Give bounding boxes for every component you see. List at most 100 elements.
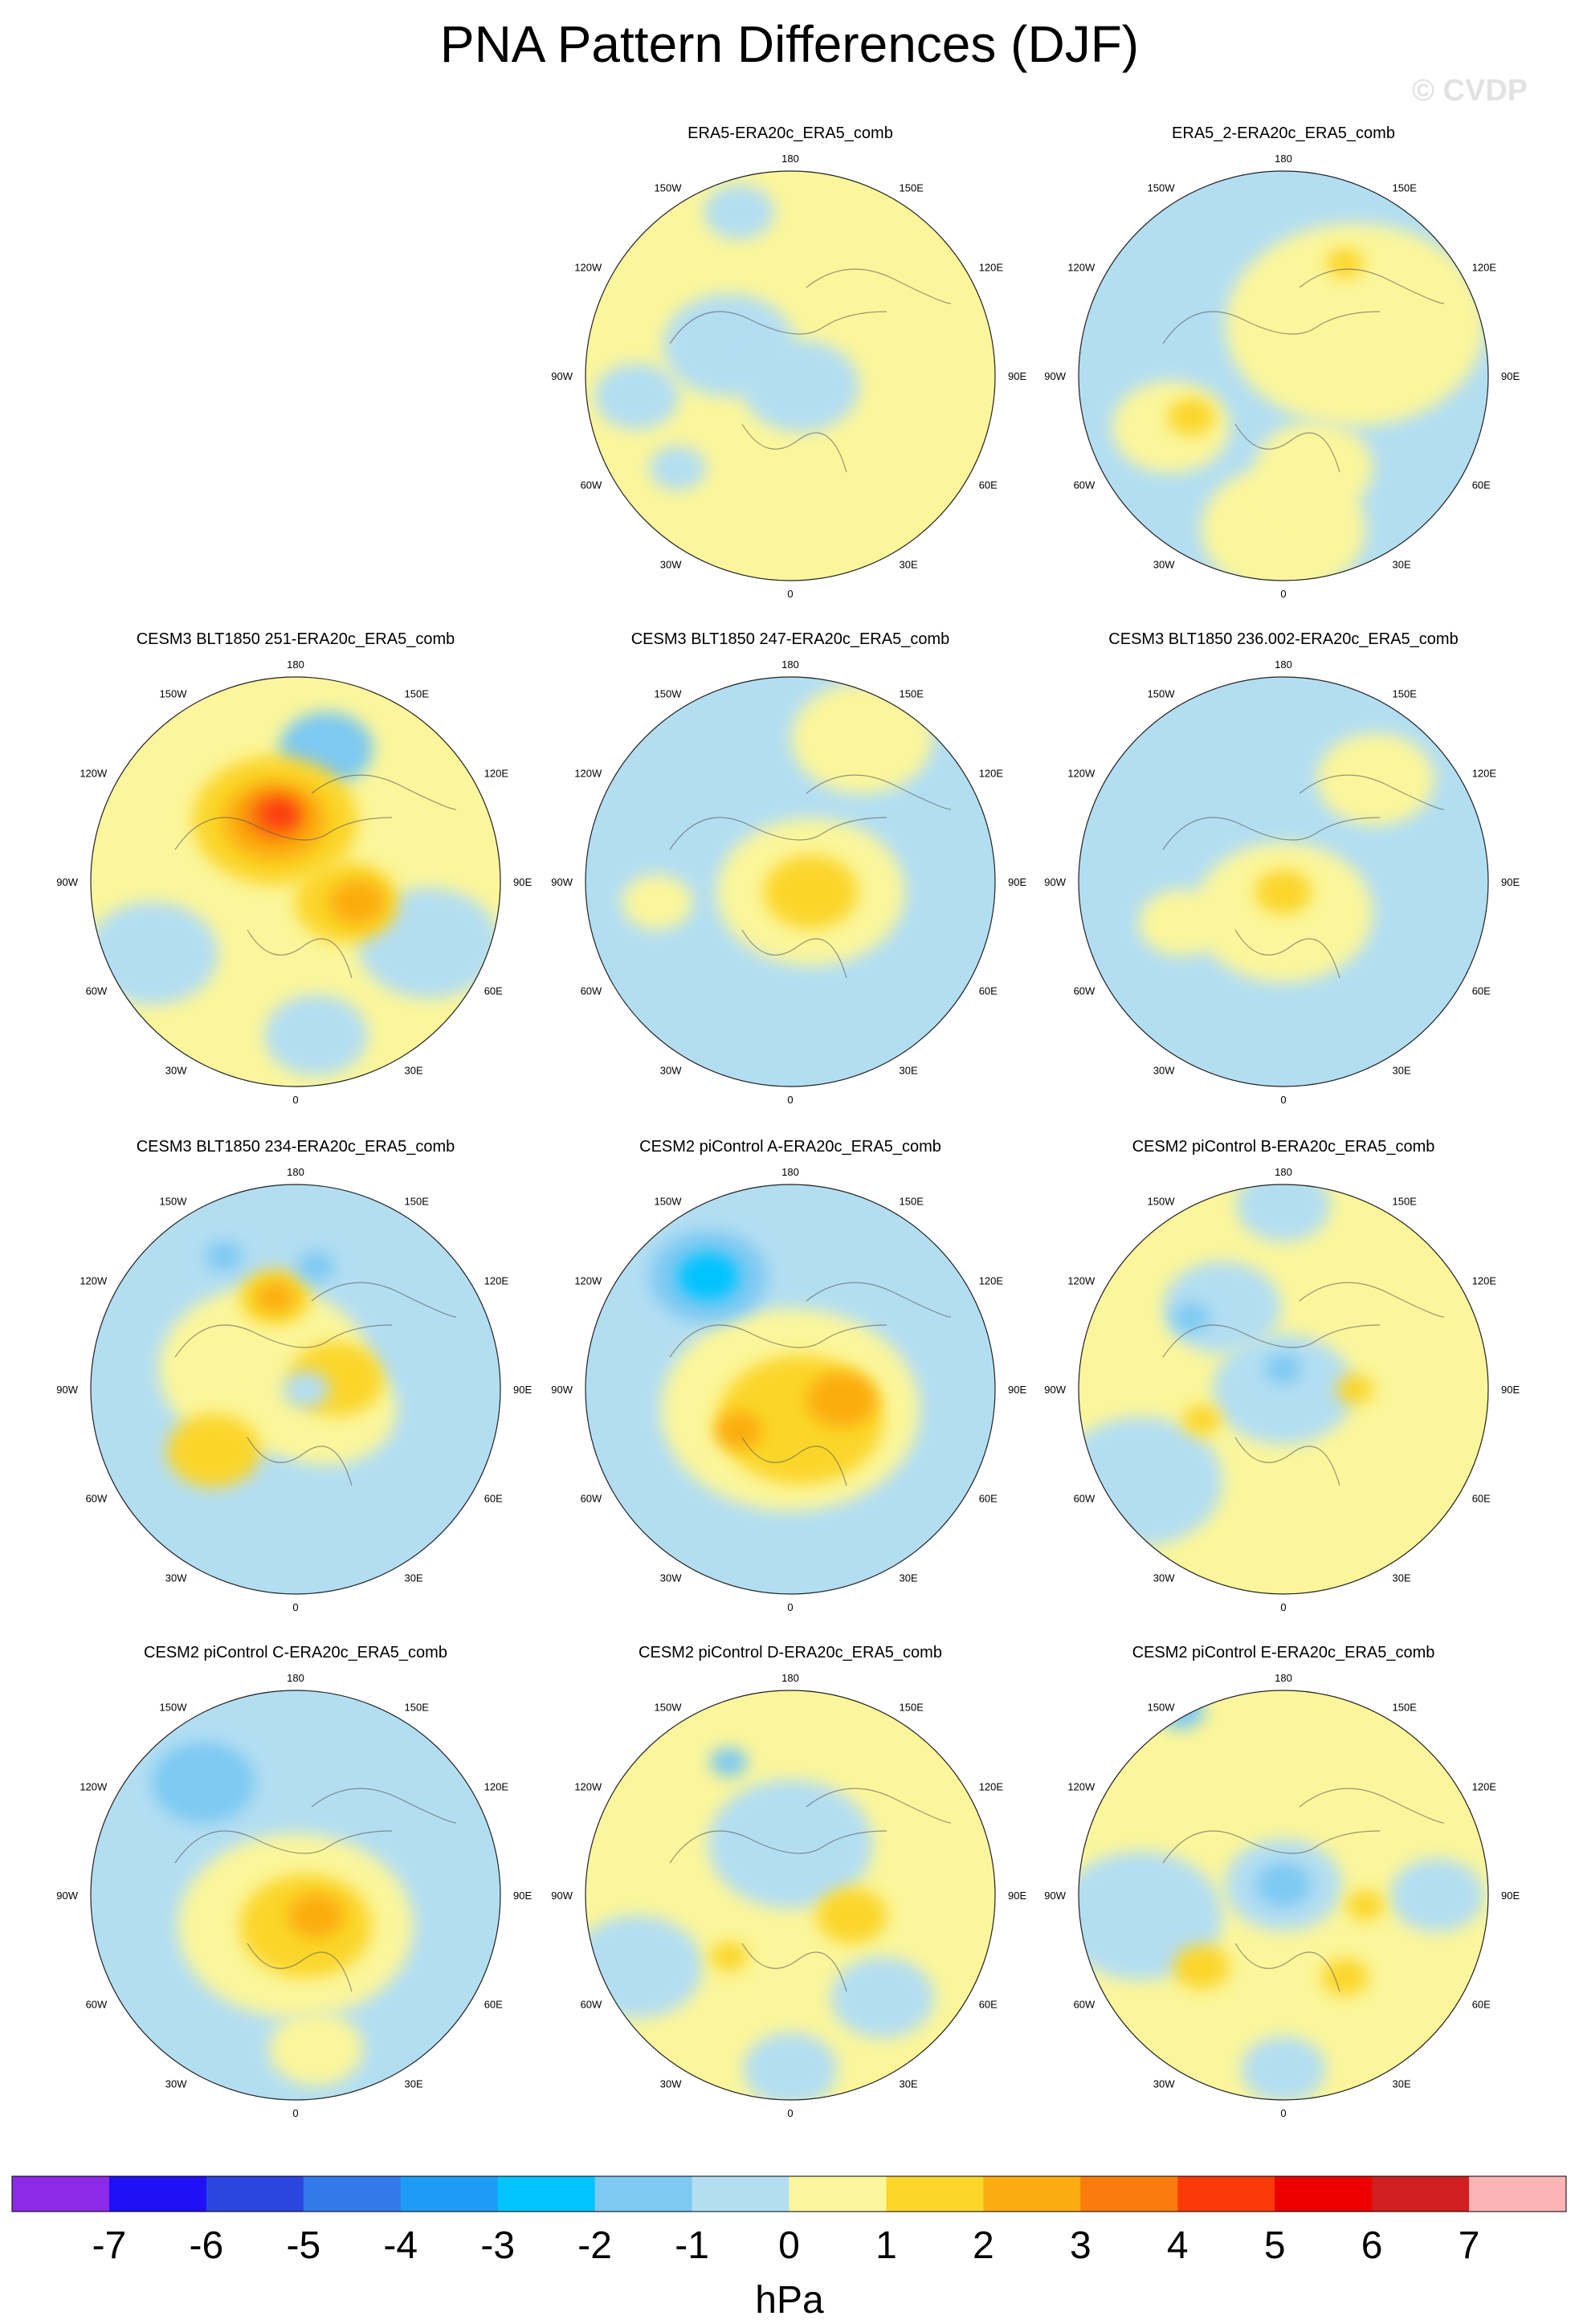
longitude-label: 30E — [405, 2078, 423, 2090]
longitude-label: 150W — [160, 687, 188, 699]
longitude-label: 90W — [1044, 370, 1066, 382]
longitude-label: 150W — [160, 1195, 188, 1207]
polar-map-panel: 180 150E 120E 90E 60E 30E 0 30W 60W 90W 120W 150W — [551, 1166, 1026, 1613]
colorbar-tick-label: 5 — [1264, 2224, 1286, 2267]
contour-region — [268, 2012, 364, 2086]
contour-region — [1167, 398, 1215, 435]
longitude-label: 30W — [1153, 559, 1175, 571]
longitude-label: 120W — [1067, 262, 1096, 274]
longitude-label: 0 — [787, 1601, 793, 1613]
longitude-label: 180 — [1275, 1672, 1292, 1684]
longitude-label: 150E — [900, 1195, 924, 1207]
longitude-label: 60E — [484, 985, 503, 997]
panel-title: CESM2 piControl D-ERA20c_ERA5_comb — [639, 1644, 942, 1661]
longitude-label: 90E — [1008, 1384, 1026, 1396]
colorbar-tick-label: 1 — [875, 2224, 897, 2267]
longitude-label: 90E — [1501, 876, 1520, 888]
longitude-label: 90W — [551, 1384, 573, 1396]
panel-title: ERA5_2-ERA20c_ERA5_comb — [1172, 124, 1395, 142]
polar-map-panel: 180 150E 120E 90E 60E 30E 0 30W 60W 90W 120W 150W — [56, 1166, 532, 1613]
longitude-label: 150E — [405, 687, 430, 699]
longitude-label: 120W — [80, 1781, 108, 1793]
longitude-label: 60E — [1472, 479, 1491, 491]
colorbar-tick-label: -3 — [480, 2224, 515, 2267]
longitude-label: 30W — [1153, 1572, 1175, 1584]
colorbar-segment — [1469, 2176, 1567, 2212]
longitude-label: 120E — [1472, 768, 1497, 780]
colorbar-segment — [1080, 2176, 1178, 2212]
longitude-label: 60E — [979, 1493, 998, 1505]
contour-region — [1336, 1374, 1374, 1405]
contour-region — [816, 1888, 887, 1943]
contour-region — [830, 1957, 935, 2038]
longitude-label: 150W — [655, 687, 683, 699]
colorbar-tick-label: 2 — [973, 2224, 994, 2267]
longitude-label: 120E — [979, 1781, 1004, 1793]
contour-region — [708, 1779, 873, 1909]
colorbar-tick-label: -7 — [92, 2224, 127, 2267]
longitude-label: 90W — [56, 1890, 78, 1902]
longitude-label: 120W — [574, 262, 602, 274]
longitude-label: 60W — [1074, 985, 1096, 997]
longitude-label: 30E — [1393, 559, 1411, 571]
longitude-label: 150W — [1148, 1195, 1176, 1207]
longitude-label: 120W — [1067, 1781, 1096, 1793]
longitude-label: 0 — [1280, 1094, 1286, 1106]
contour-region — [1321, 1959, 1369, 1996]
longitude-label: 120W — [1067, 1275, 1096, 1287]
coastline — [174, 1282, 457, 1486]
contour-region — [741, 340, 860, 433]
longitude-label: 90W — [551, 370, 573, 382]
coastline — [174, 774, 457, 979]
longitude-label: 30E — [900, 559, 918, 571]
contour-region — [710, 1942, 748, 1971]
longitude-label: 150E — [405, 1195, 430, 1207]
polar-map-panel: 180 150E 120E 90E 60E 30E 0 30W 60W 90W 120W 150W — [1044, 1672, 1520, 2119]
longitude-label: 60E — [979, 1999, 998, 2011]
longitude-label: 150E — [405, 1701, 430, 1713]
panel-title: CESM2 piControl E-ERA20c_ERA5_comb — [1132, 1644, 1435, 1661]
longitude-label: 150W — [1148, 1701, 1176, 1713]
contour-region — [256, 1282, 294, 1312]
colorbar-segment — [1372, 2176, 1470, 2212]
contour-region — [1316, 733, 1435, 826]
longitude-label: 60E — [484, 1493, 503, 1505]
longitude-label: 60W — [1074, 1493, 1096, 1505]
colorbar-segment — [1177, 2176, 1275, 2212]
longitude-label: 150W — [1148, 687, 1176, 699]
longitude-label: 120E — [484, 768, 509, 780]
longitude-label: 90E — [513, 1384, 532, 1396]
colorbar-tick-label: 3 — [1070, 2224, 1091, 2267]
longitude-label: 0 — [1280, 588, 1286, 600]
longitude-label: 180 — [287, 1166, 304, 1178]
longitude-label: 90W — [1044, 1384, 1066, 1396]
contour-region — [806, 1372, 877, 1428]
colorbar-segment — [1275, 2176, 1373, 2212]
contour-region — [297, 1251, 335, 1282]
longitude-label: 60W — [581, 1999, 602, 2011]
contour-region — [1213, 1334, 1354, 1445]
polar-map-panel: 180 150E 120E 90E 60E 30E 0 30W 60W 90W 120W 150W — [56, 1672, 532, 2119]
map-border — [585, 170, 996, 581]
longitude-label: 90W — [56, 1384, 78, 1396]
coastline — [669, 1282, 952, 1486]
colorbar-segment — [303, 2176, 402, 2212]
longitude-label: 90E — [513, 1890, 532, 1902]
longitude-label: 30E — [405, 1065, 423, 1077]
contour-region — [1079, 1417, 1223, 1547]
contour-region — [263, 994, 369, 1076]
contour-region — [205, 1241, 243, 1271]
contour-region — [260, 799, 299, 830]
longitude-label: 90W — [56, 876, 78, 888]
colorbar-tick-label: -2 — [577, 2224, 612, 2267]
map-border — [90, 1690, 501, 2101]
longitude-label: 60W — [86, 1999, 108, 2011]
longitude-label: 60E — [979, 985, 998, 997]
longitude-label: 0 — [1280, 2107, 1286, 2119]
contour-region — [151, 1742, 255, 1824]
longitude-label: 0 — [292, 1601, 298, 1613]
longitude-label: 120E — [484, 1275, 509, 1287]
coastline — [669, 268, 952, 473]
contour-region — [1326, 248, 1364, 279]
contour-region — [1255, 422, 1373, 515]
